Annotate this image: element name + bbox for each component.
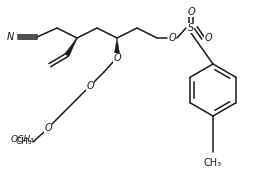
Polygon shape: [114, 38, 120, 53]
Text: CH₃: CH₃: [204, 158, 222, 168]
Text: N: N: [7, 32, 14, 42]
Text: O: O: [113, 53, 121, 63]
Text: O: O: [44, 123, 52, 133]
Text: O: O: [86, 81, 94, 91]
Polygon shape: [65, 38, 77, 56]
Text: OCH₃: OCH₃: [10, 136, 34, 144]
Text: S: S: [188, 23, 194, 33]
Text: O: O: [187, 7, 195, 17]
Text: CH₃: CH₃: [15, 137, 32, 146]
Text: O: O: [168, 33, 176, 43]
Text: O: O: [204, 33, 212, 43]
